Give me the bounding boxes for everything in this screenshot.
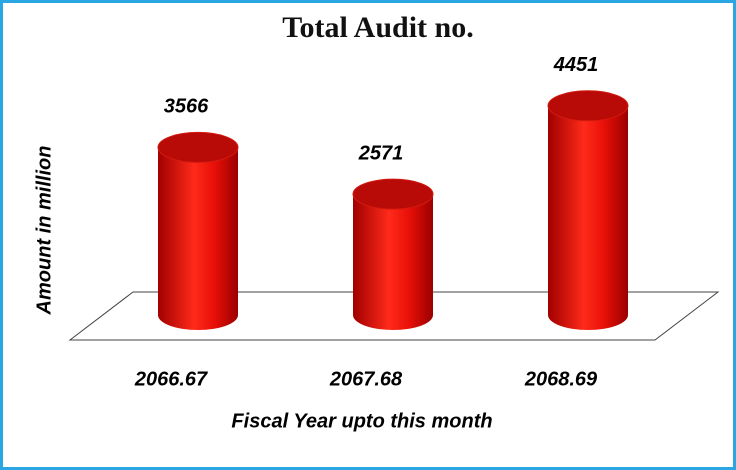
x-tick-label: 2066.67 xyxy=(134,368,208,390)
bar-top xyxy=(352,178,434,210)
x-tick-label: 2067.68 xyxy=(329,368,403,390)
chart-title: Total Audit no. xyxy=(282,11,473,44)
bar xyxy=(353,194,433,330)
value-label: 2571 xyxy=(358,142,404,164)
bar xyxy=(548,105,628,330)
y-axis-label: Amount in million xyxy=(33,146,55,316)
x-axis-label: Fiscal Year upto this month xyxy=(231,410,492,432)
value-label: 4451 xyxy=(553,54,599,76)
value-label: 3566 xyxy=(164,96,209,118)
bar-top xyxy=(157,131,239,163)
bar xyxy=(158,147,239,330)
bar-top xyxy=(547,90,629,122)
x-tick-label: 2068.69 xyxy=(524,368,598,390)
